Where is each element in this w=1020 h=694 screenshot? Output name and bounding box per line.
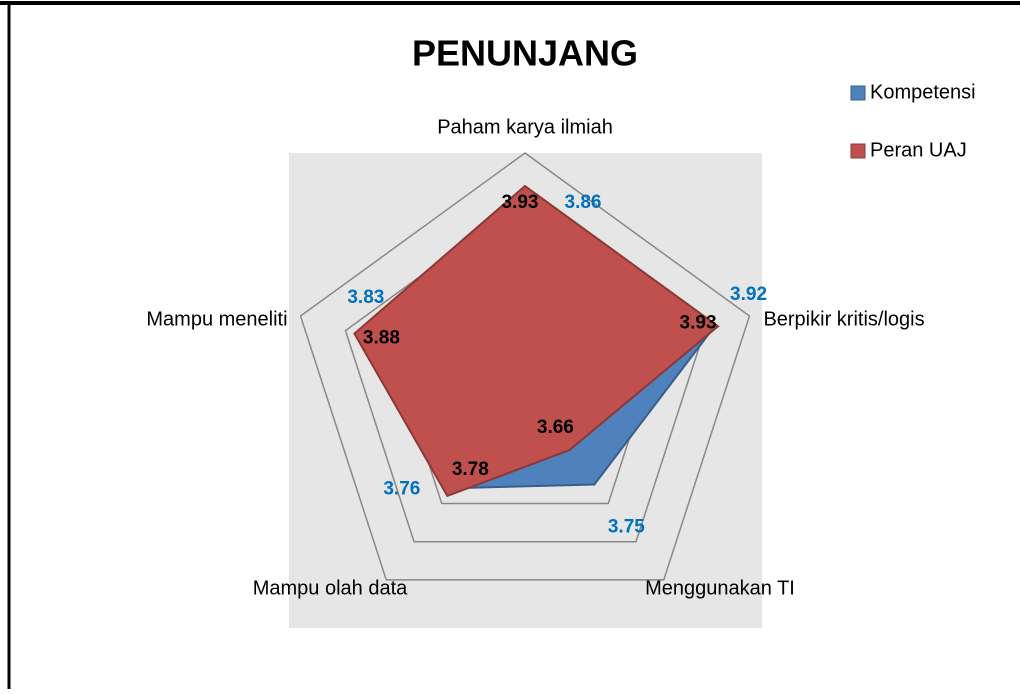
legend-swatch (850, 143, 866, 159)
legend-swatch (850, 85, 866, 101)
value-label: 3.76 (383, 478, 420, 499)
legend-label: Kompetensi (870, 81, 976, 103)
category-label: Berpikir kritis/logis (763, 308, 924, 330)
value-label: 3.88 (363, 328, 400, 349)
category-label: Mampu olah data (253, 577, 408, 599)
value-label: 3.93 (502, 192, 539, 213)
chart-title: PENUNJANG (412, 33, 638, 74)
legend: Kompetensi Peran UAJ (850, 81, 976, 161)
value-label: 3.78 (452, 459, 489, 480)
value-label: 3.66 (537, 417, 574, 438)
value-label: 3.92 (730, 284, 767, 305)
series-area (353, 184, 720, 498)
category-label: Mampu meneliti (146, 308, 287, 330)
legend-label: Peran UAJ (870, 139, 967, 161)
category-label: Menggunakan TI (645, 577, 795, 599)
value-label: 3.83 (347, 287, 384, 308)
value-label: 3.75 (608, 516, 645, 537)
value-label: 3.93 (680, 312, 717, 333)
series (353, 184, 720, 498)
grid-ring (299, 152, 751, 581)
value-label: 3.86 (565, 192, 602, 213)
category-label: Paham karya ilmiah (437, 116, 613, 138)
labels: Paham karya ilmiah Berpikir kritis/logis M… (146, 116, 924, 599)
